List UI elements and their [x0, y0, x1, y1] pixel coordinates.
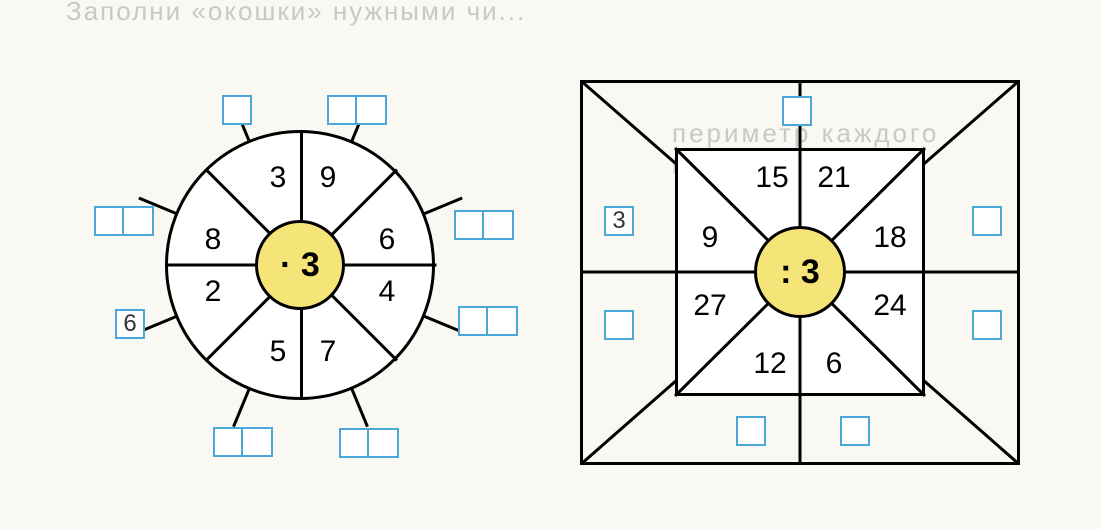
answer-cell[interactable] — [339, 428, 369, 458]
answer-box[interactable]: 3 — [604, 206, 634, 236]
answer-cell[interactable] — [213, 427, 243, 457]
multiply-wheel: 3 9 6 4 7 5 2 8 · 3 — [165, 130, 435, 400]
answer-box[interactable] — [327, 95, 387, 125]
answer-box[interactable] — [736, 416, 766, 446]
answer-cell[interactable] — [488, 306, 518, 336]
answer-cell[interactable] — [840, 416, 870, 446]
answer-box[interactable] — [972, 206, 1002, 236]
answer-cell[interactable] — [782, 96, 812, 126]
answer-cell[interactable] — [124, 206, 154, 236]
answer-box[interactable] — [94, 206, 154, 236]
answer-box[interactable] — [339, 428, 399, 458]
square-value: 21 — [817, 161, 850, 195]
answer-cell[interactable] — [243, 427, 273, 457]
square-value: 24 — [873, 289, 906, 323]
answer-cell[interactable] — [458, 306, 488, 336]
answer-box[interactable] — [458, 306, 518, 336]
answer-cell[interactable] — [972, 310, 1002, 340]
wheel-value: 7 — [320, 335, 337, 369]
title-fragment: Заполни «окошки» нужными чи... — [66, 0, 526, 27]
wheel-value: 3 — [270, 161, 287, 195]
square-center-label: : 3 — [754, 226, 846, 318]
answer-box[interactable] — [222, 95, 252, 125]
answer-cell[interactable] — [222, 95, 252, 125]
answer-box[interactable] — [454, 210, 514, 240]
wheel-value: 2 — [205, 275, 222, 309]
answer-box[interactable] — [604, 310, 634, 340]
answer-box[interactable] — [213, 427, 273, 457]
wheel-value: 9 — [320, 161, 337, 195]
answer-cell[interactable] — [736, 416, 766, 446]
square-value: 12 — [753, 347, 786, 381]
divide-square: 15 21 18 24 6 12 27 9 : 3 — [580, 80, 1020, 465]
wheel-value: 6 — [379, 223, 396, 257]
answer-cell[interactable] — [484, 210, 514, 240]
answer-cell[interactable] — [369, 428, 399, 458]
square-value: 9 — [702, 221, 719, 255]
answer-box[interactable] — [840, 416, 870, 446]
answer-cell[interactable] — [454, 210, 484, 240]
answer-cell[interactable]: 3 — [604, 206, 634, 236]
answer-cell[interactable] — [357, 95, 387, 125]
answer-box[interactable]: 6 — [115, 309, 145, 339]
answer-box[interactable] — [972, 310, 1002, 340]
wheel-value: 5 — [270, 335, 287, 369]
wheel-value: 4 — [379, 275, 396, 309]
square-value: 18 — [873, 221, 906, 255]
square-value: 15 — [755, 161, 788, 195]
wheel-value: 8 — [205, 223, 222, 257]
answer-cell[interactable] — [327, 95, 357, 125]
wheel-center-label: · 3 — [255, 220, 345, 310]
answer-cell[interactable]: 6 — [115, 309, 145, 339]
answer-box[interactable] — [782, 96, 812, 126]
square-value: 27 — [693, 289, 726, 323]
answer-cell[interactable] — [94, 206, 124, 236]
answer-cell[interactable] — [604, 310, 634, 340]
answer-cell[interactable] — [972, 206, 1002, 236]
square-value: 6 — [826, 347, 843, 381]
